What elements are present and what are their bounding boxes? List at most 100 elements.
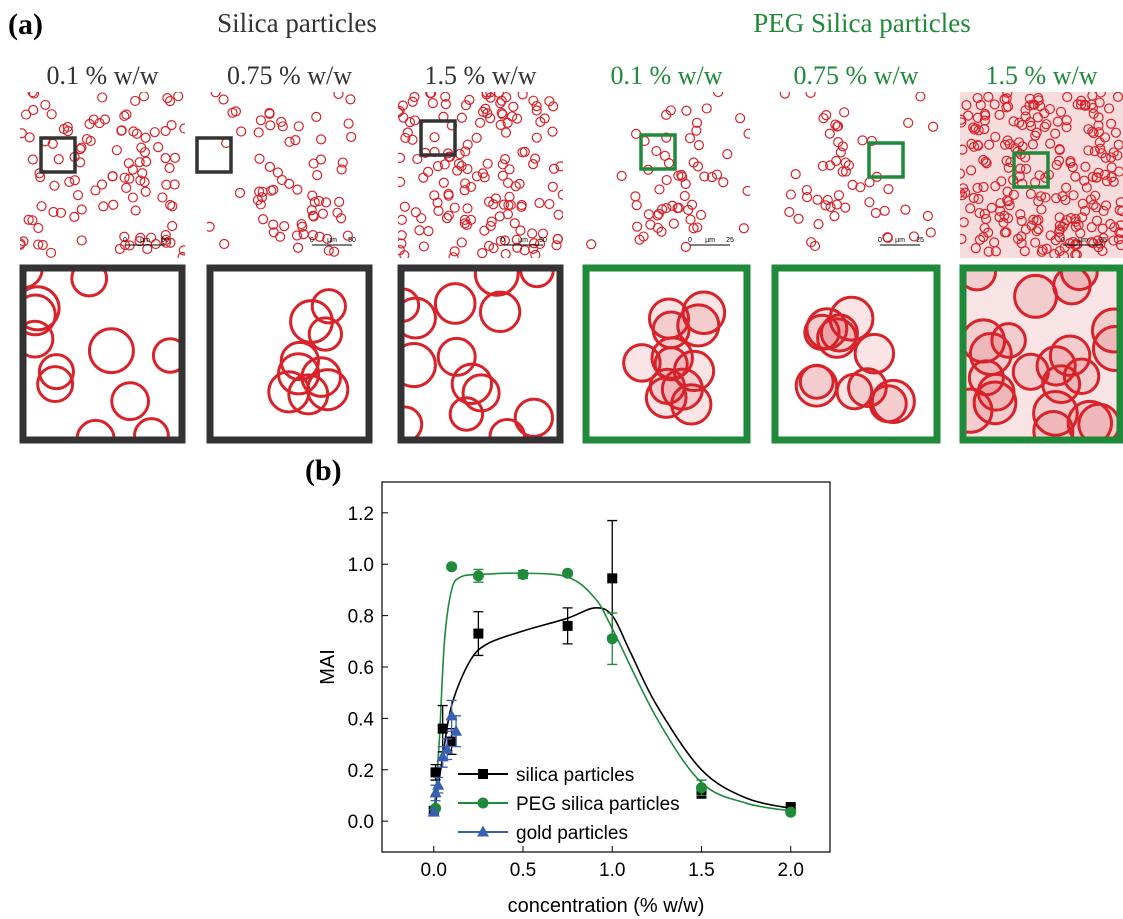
cell <box>973 140 984 151</box>
cell <box>255 115 266 126</box>
cell <box>96 179 108 190</box>
cell <box>548 101 559 112</box>
cell <box>315 134 327 145</box>
cell <box>515 225 526 236</box>
legend-marker <box>477 825 489 837</box>
cell <box>908 231 920 242</box>
scale-label: 0 <box>688 237 692 244</box>
cell <box>979 108 991 120</box>
cell <box>551 240 562 251</box>
cell <box>544 198 555 210</box>
concentration-label: 0.75 % w/w <box>794 61 919 90</box>
cell <box>27 154 38 165</box>
cell <box>553 209 563 220</box>
cell <box>1086 222 1097 233</box>
cell <box>111 145 122 156</box>
y-axis-label: MAI <box>317 649 339 685</box>
cell <box>255 199 266 210</box>
cell <box>167 220 178 232</box>
zoom-box <box>419 119 457 157</box>
cell <box>1098 205 1109 217</box>
cell <box>308 211 319 222</box>
cell <box>1013 273 1058 319</box>
data-point <box>695 782 707 794</box>
cell <box>308 158 319 169</box>
cell <box>218 94 229 105</box>
cell <box>821 110 832 121</box>
cell <box>986 202 997 213</box>
cell <box>253 127 264 138</box>
cell <box>548 163 560 174</box>
cell <box>1081 182 1092 193</box>
cell <box>1099 132 1111 143</box>
cell <box>33 239 44 250</box>
cell <box>1096 148 1107 159</box>
cell <box>432 161 444 172</box>
cell <box>53 154 64 165</box>
cell <box>1097 223 1108 234</box>
cell <box>812 194 823 205</box>
cell <box>718 177 729 188</box>
cell <box>150 238 161 250</box>
cell <box>879 205 890 216</box>
cell <box>512 242 523 253</box>
cell <box>496 108 507 119</box>
cell <box>529 238 540 249</box>
cell <box>1002 101 1014 112</box>
cell <box>407 96 418 107</box>
cell <box>1014 117 1025 128</box>
cell <box>500 127 512 138</box>
cell <box>23 293 57 337</box>
cell <box>1041 119 1052 130</box>
cell <box>1050 128 1061 139</box>
data-point <box>430 767 441 778</box>
scale-label: µm <box>140 237 150 244</box>
cell <box>37 353 75 391</box>
cell <box>634 234 645 245</box>
cell <box>1100 200 1112 211</box>
cell <box>1066 399 1114 440</box>
cell <box>177 251 185 258</box>
cell <box>645 219 656 230</box>
cell <box>979 115 990 126</box>
cell <box>433 282 477 325</box>
cell <box>121 109 132 120</box>
cell <box>833 137 844 148</box>
scale-label: µm <box>1078 237 1088 244</box>
cell <box>481 92 492 100</box>
cell <box>968 122 979 133</box>
cell <box>128 126 139 137</box>
cell <box>1001 155 1012 166</box>
cell <box>1061 182 1072 193</box>
cell <box>333 92 344 100</box>
cell <box>460 100 472 111</box>
cell <box>264 161 275 172</box>
cell <box>462 163 473 175</box>
cell <box>994 109 1005 120</box>
cell <box>679 190 690 202</box>
cell <box>500 248 511 258</box>
cell <box>972 380 1018 426</box>
cell <box>298 229 309 240</box>
cell <box>667 200 678 211</box>
cell <box>429 132 440 143</box>
cell <box>973 125 984 136</box>
cell <box>107 171 118 182</box>
cell <box>1016 231 1027 242</box>
cell <box>130 95 141 107</box>
cell <box>1093 127 1105 138</box>
cell <box>960 168 966 179</box>
cell <box>651 145 662 157</box>
cell <box>1054 212 1065 223</box>
cell <box>960 190 968 201</box>
y-tick-label: 0.6 <box>348 658 374 679</box>
cell <box>179 123 185 134</box>
cell <box>519 146 530 157</box>
legend-marker <box>478 769 488 779</box>
cell <box>983 246 994 257</box>
cell <box>1002 186 1013 197</box>
scale-label: 0 <box>310 237 314 244</box>
cell <box>460 146 471 157</box>
cell <box>806 237 817 248</box>
